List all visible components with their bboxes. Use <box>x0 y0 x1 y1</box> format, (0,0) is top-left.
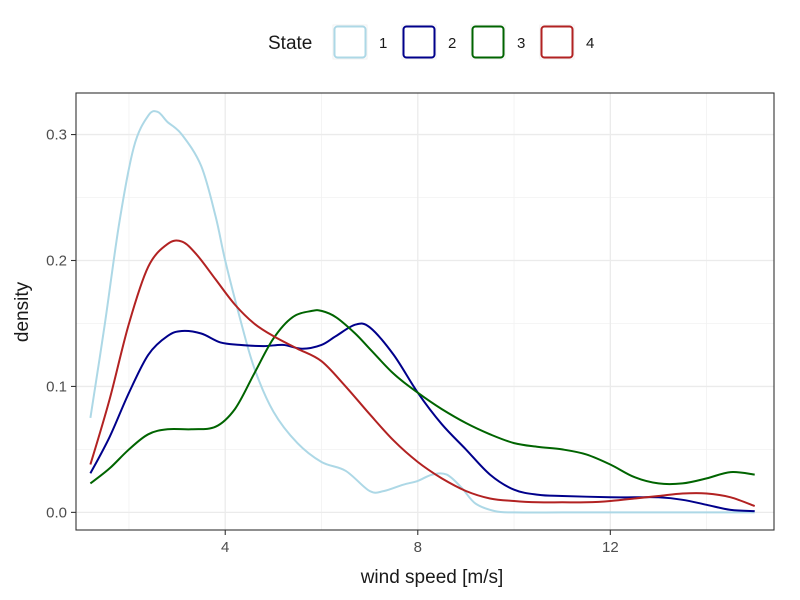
series-line-state-4 <box>89 239 756 508</box>
legend-key-bg-4 <box>539 24 575 60</box>
plot-panel <box>75 92 775 531</box>
legend-label-1: 1 <box>379 35 387 52</box>
legend: State 1 2 3 4 <box>268 24 594 60</box>
grid-minor <box>76 93 774 530</box>
series-line-state-3 <box>89 309 755 486</box>
y-axis: 0.0 0.1 0.2 0.3 <box>46 127 76 521</box>
x-tick-label-0: 4 <box>221 539 229 556</box>
y-tick-label-3: 0.3 <box>46 127 67 144</box>
legend-label-3: 3 <box>517 35 525 52</box>
legend-key-bg-2 <box>401 24 437 60</box>
y-tick-label-0: 0.0 <box>46 504 67 521</box>
x-axis: 4 8 12 <box>221 530 619 556</box>
legend-label-4: 4 <box>586 35 594 52</box>
legend-key-2 <box>402 25 436 59</box>
x-axis-title: wind speed [m/s] <box>360 567 504 588</box>
legend-key-1 <box>333 25 367 59</box>
legend-key-4 <box>540 25 574 59</box>
y-tick-label-1: 0.1 <box>46 378 67 395</box>
legend-key-bg-1 <box>332 24 368 60</box>
y-tick-label-2: 0.2 <box>46 252 67 269</box>
x-tick-label-1: 8 <box>414 539 422 556</box>
legend-title: State <box>268 33 312 54</box>
legend-key-bg-3 <box>470 24 506 60</box>
legend-key-3 <box>471 25 505 59</box>
grid-major <box>76 93 774 530</box>
series-lines <box>89 110 756 514</box>
series-line-state-1 <box>89 110 755 514</box>
y-axis-title: density <box>12 281 33 342</box>
x-tick-label-2: 12 <box>602 539 619 556</box>
series-line-state-2 <box>89 322 755 513</box>
legend-label-2: 2 <box>448 35 456 52</box>
legend-items: 1 2 3 4 <box>332 24 594 60</box>
panel-border <box>75 92 775 531</box>
